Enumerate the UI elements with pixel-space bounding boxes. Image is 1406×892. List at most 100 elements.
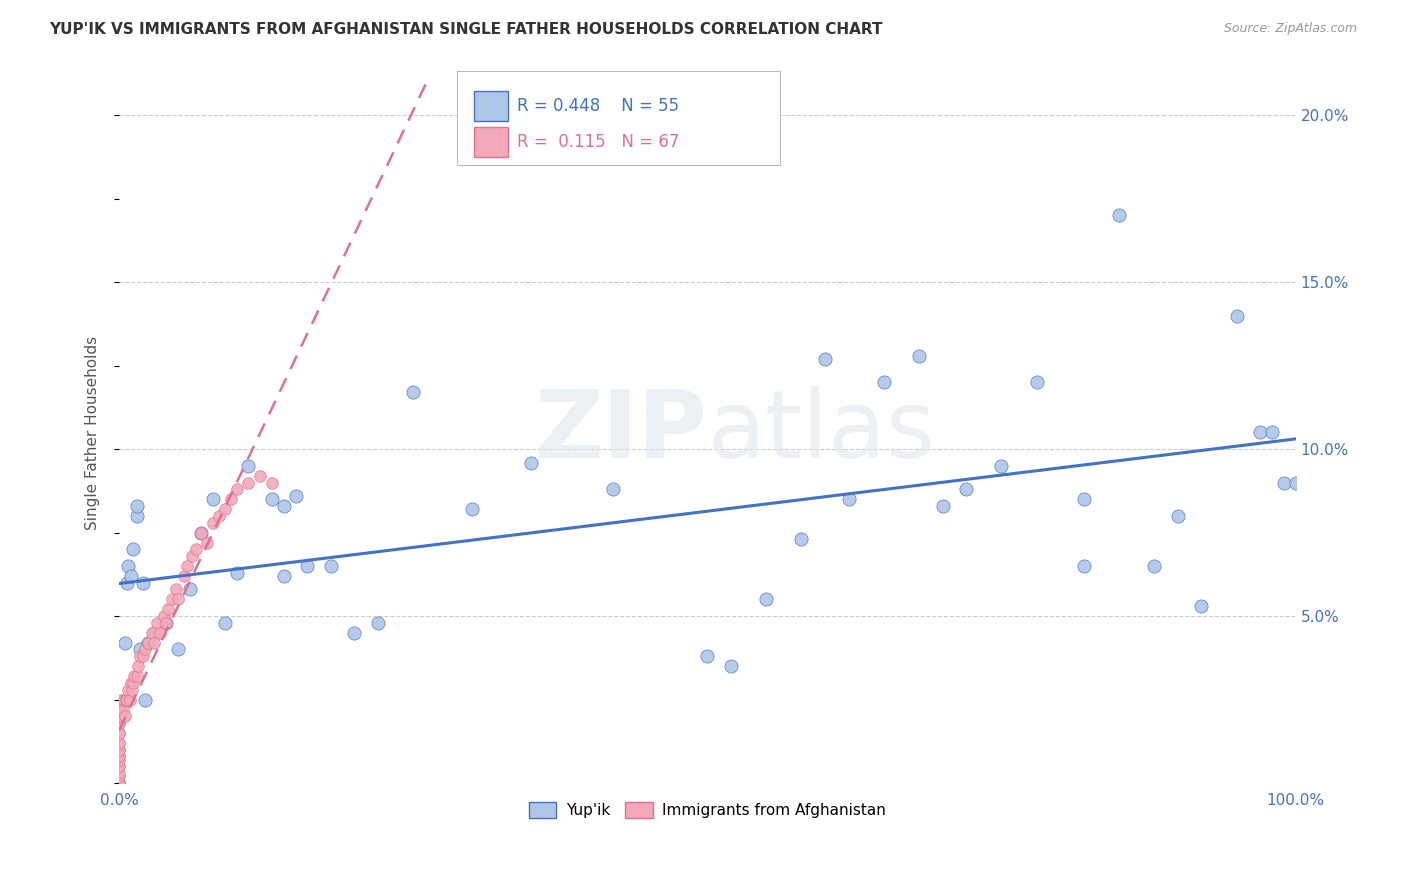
Point [108, 776, 131, 790]
Point [129, 649, 152, 664]
Point [134, 642, 156, 657]
Point [108, 742, 131, 756]
Point [402, 385, 425, 400]
Point [110, 709, 132, 723]
Point [110, 692, 132, 706]
Point [319, 559, 342, 574]
Point [125, 508, 148, 523]
Point [225, 482, 247, 496]
Point [111, 703, 134, 717]
Point [108, 726, 131, 740]
Point [520, 456, 543, 470]
Point [108, 715, 131, 730]
Point [343, 625, 366, 640]
Point [108, 709, 131, 723]
Point [790, 533, 813, 547]
Text: R =  0.115   N = 67: R = 0.115 N = 67 [517, 133, 679, 151]
Point [108, 715, 131, 730]
Point [284, 489, 307, 503]
Point [297, 559, 319, 574]
Point [184, 542, 207, 557]
Point [190, 525, 212, 540]
Point [367, 615, 389, 630]
Point [273, 499, 295, 513]
Point [131, 575, 153, 590]
Point [1073, 492, 1095, 507]
Point [145, 615, 167, 630]
Point [273, 569, 295, 583]
Point [114, 636, 136, 650]
Point [1284, 475, 1306, 490]
Point [112, 692, 135, 706]
Point [134, 692, 156, 706]
Point [720, 659, 742, 673]
Point [214, 615, 236, 630]
Point [121, 682, 143, 697]
Point [202, 492, 225, 507]
Point [155, 615, 177, 630]
Point [141, 625, 163, 640]
Point [108, 776, 131, 790]
Point [225, 566, 247, 580]
Point [173, 569, 195, 583]
Point [1226, 309, 1249, 323]
Point [108, 769, 131, 783]
Point [1025, 376, 1047, 390]
Text: atlas: atlas [707, 386, 935, 478]
Text: R = 0.448    N = 55: R = 0.448 N = 55 [517, 97, 679, 115]
Point [208, 508, 231, 523]
Point [195, 535, 218, 549]
Point [157, 602, 180, 616]
Point [955, 482, 977, 496]
Point [190, 525, 212, 540]
Point [1249, 425, 1271, 440]
Point [117, 682, 139, 697]
Point [176, 559, 198, 574]
Point [143, 625, 166, 640]
Point [129, 642, 152, 657]
Point [249, 468, 271, 483]
Point [125, 499, 148, 513]
Point [179, 582, 201, 597]
Point [990, 458, 1012, 473]
Y-axis label: Single Father Households: Single Father Households [86, 335, 100, 530]
Point [108, 759, 131, 773]
Point [117, 692, 139, 706]
Point [931, 499, 953, 513]
Point [461, 502, 484, 516]
Point [108, 749, 131, 764]
Point [143, 636, 166, 650]
Point [127, 659, 149, 673]
Point [152, 609, 174, 624]
Text: ZIP: ZIP [534, 386, 707, 478]
Point [1272, 475, 1295, 490]
Point [108, 742, 131, 756]
Point [125, 669, 148, 683]
Point [149, 625, 172, 640]
Point [124, 669, 146, 683]
Point [238, 458, 260, 473]
Point [110, 703, 132, 717]
Point [108, 776, 131, 790]
Point [165, 582, 187, 597]
Point [120, 569, 142, 583]
Legend: Yup'ik, Immigrants from Afghanistan: Yup'ik, Immigrants from Afghanistan [523, 797, 891, 824]
Point [108, 742, 131, 756]
Point [260, 492, 283, 507]
Point [131, 649, 153, 664]
Point [214, 502, 236, 516]
Point [155, 615, 177, 630]
Point [108, 749, 131, 764]
Point [238, 475, 260, 490]
Point [122, 542, 145, 557]
Point [108, 753, 131, 767]
Point [108, 749, 131, 764]
Point [202, 516, 225, 530]
Point [120, 676, 142, 690]
Point [108, 726, 131, 740]
Point [602, 482, 624, 496]
Point [115, 692, 138, 706]
Point [118, 692, 141, 706]
Point [138, 636, 160, 650]
Point [837, 492, 859, 507]
